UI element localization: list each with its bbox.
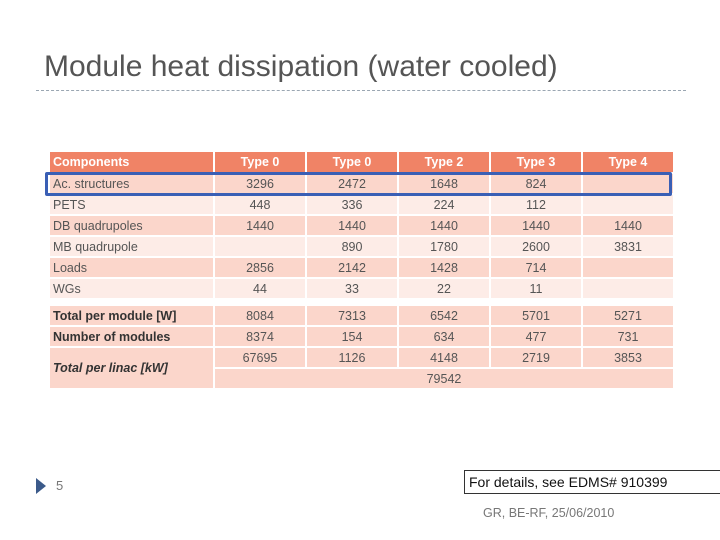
total-per-module-row: Total per module [W] 8084 7313 6542 5701…: [50, 306, 673, 325]
total-per-linac-row: Total per linac [kW] 67695 1126 4148 271…: [50, 348, 673, 388]
table-cell: [583, 174, 673, 193]
table-cell: 224: [399, 195, 489, 214]
table-cell: 448: [215, 195, 305, 214]
table-cell: [583, 258, 673, 277]
table-cell: 7313: [307, 306, 397, 325]
edms-note: For details, see EDMS# 910399: [464, 470, 720, 494]
table-cell: 5701: [491, 306, 581, 325]
column-header: Type 0: [307, 152, 397, 172]
table-cell: 477: [491, 327, 581, 346]
grand-total-row: 79542: [50, 369, 673, 388]
table-cell: 824: [491, 174, 581, 193]
row-label: Number of modules: [50, 327, 213, 346]
table-cell: 731: [583, 327, 673, 346]
heat-dissipation-table: Components Type 0 Type 0 Type 2 Type 3 T…: [48, 150, 675, 390]
table-cell: 11: [491, 279, 581, 298]
triangle-bullet-icon: [36, 478, 46, 494]
row-label: Loads: [50, 258, 213, 277]
table-cell: 1440: [399, 216, 489, 235]
table-cell: 112: [491, 195, 581, 214]
table-cell: [215, 237, 305, 256]
row-label: WGs: [50, 279, 213, 298]
table-cell: 33: [307, 279, 397, 298]
table-cell: 5271: [583, 306, 673, 325]
table-cell: 1440: [215, 216, 305, 235]
table-row: Ac. structures 3296 2472 1648 824: [50, 174, 673, 193]
table-cell: 2719: [491, 348, 581, 367]
table-cell: 3853: [583, 348, 673, 367]
table-cell: 2856: [215, 258, 305, 277]
table-spacer-row: [50, 300, 673, 304]
table-cell: 6542: [399, 306, 489, 325]
table-cell: 336: [307, 195, 397, 214]
slide-title: Module heat dissipation (water cooled): [44, 50, 558, 83]
row-label: Total per module [W]: [50, 306, 213, 325]
table-cell: 67695: [215, 348, 305, 367]
row-highlight-box: [45, 172, 672, 196]
table-row: PETS 448 336 224 112: [50, 195, 673, 214]
table-cell: 154: [307, 327, 397, 346]
table-header-row: Components Type 0 Type 0 Type 2 Type 3 T…: [50, 152, 673, 172]
table-row: WGs 44 33 22 11: [50, 279, 673, 298]
table-cell: 1428: [399, 258, 489, 277]
table-cell: 634: [399, 327, 489, 346]
table-cell: 1440: [583, 216, 673, 235]
table-cell: 2600: [491, 237, 581, 256]
table-cell: 44: [215, 279, 305, 298]
column-header: Type 3: [491, 152, 581, 172]
column-header: Type 0: [215, 152, 305, 172]
table-row: DB quadrupoles 1440 1440 1440 1440 1440: [50, 216, 673, 235]
table-row: MB quadrupole 890 1780 2600 3831: [50, 237, 673, 256]
row-label: PETS: [50, 195, 213, 214]
table-cell: 1126: [307, 348, 397, 367]
column-header: Type 2: [399, 152, 489, 172]
table-cell: 2142: [307, 258, 397, 277]
column-header: Components: [50, 152, 213, 172]
table-cell: 3831: [583, 237, 673, 256]
row-label: Ac. structures: [50, 174, 213, 193]
column-header: Type 4: [583, 152, 673, 172]
table-cell: 8374: [215, 327, 305, 346]
table-cell: 890: [307, 237, 397, 256]
table-cell: [583, 195, 673, 214]
number-of-modules-row: Number of modules 8374 154 634 477 731: [50, 327, 673, 346]
footer-text: GR, BE-RF, 25/06/2010: [483, 506, 615, 520]
table-cell: 22: [399, 279, 489, 298]
title-divider: [36, 90, 686, 91]
table-cell: 1780: [399, 237, 489, 256]
heat-table-container: Components Type 0 Type 0 Type 2 Type 3 T…: [48, 150, 675, 420]
table-cell: 1440: [491, 216, 581, 235]
page-number: 5: [56, 478, 64, 493]
table-cell: 714: [491, 258, 581, 277]
grand-total-cell: 79542: [215, 369, 673, 388]
table-cell: 1440: [307, 216, 397, 235]
table-cell: 1648: [399, 174, 489, 193]
row-label: DB quadrupoles: [50, 216, 213, 235]
row-label: MB quadrupole: [50, 237, 213, 256]
table-cell: 3296: [215, 174, 305, 193]
table-cell: [583, 279, 673, 298]
table-cell: 2472: [307, 174, 397, 193]
table-cell: 8084: [215, 306, 305, 325]
row-label: Total per linac [kW]: [50, 348, 213, 388]
table-row: Loads 2856 2142 1428 714: [50, 258, 673, 277]
table-cell: 4148: [399, 348, 489, 367]
